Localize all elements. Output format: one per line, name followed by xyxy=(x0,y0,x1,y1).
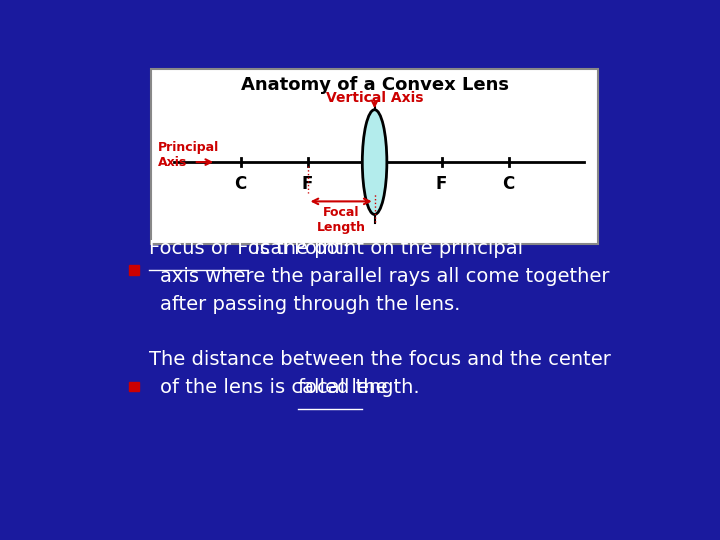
Text: is the point on the principal: is the point on the principal xyxy=(248,239,523,258)
FancyBboxPatch shape xyxy=(151,69,598,244)
Text: after passing through the lens.: after passing through the lens. xyxy=(160,295,460,314)
Bar xyxy=(129,382,138,391)
Text: axis where the parallel rays all come together: axis where the parallel rays all come to… xyxy=(160,267,609,286)
Bar xyxy=(129,265,138,275)
Text: of the lens is called the: of the lens is called the xyxy=(160,379,394,397)
Text: The distance between the focus and the center: The distance between the focus and the c… xyxy=(148,350,611,369)
Text: Focus or Focal Point:: Focus or Focal Point: xyxy=(148,239,348,258)
Text: focal length.: focal length. xyxy=(298,379,420,397)
